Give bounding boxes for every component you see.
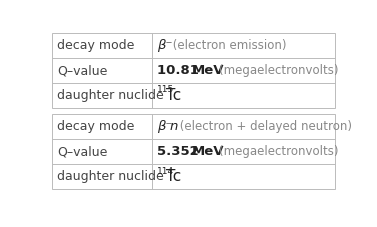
Text: n: n bbox=[169, 120, 178, 133]
Text: (electron emission): (electron emission) bbox=[169, 39, 287, 52]
Text: Q–value: Q–value bbox=[57, 145, 107, 158]
Text: Tc: Tc bbox=[166, 88, 181, 103]
Text: β⁻: β⁻ bbox=[157, 120, 173, 133]
Bar bbox=[52, 33, 335, 108]
Text: 115: 115 bbox=[157, 85, 175, 94]
Text: (electron + delayed neutron): (electron + delayed neutron) bbox=[176, 120, 352, 133]
Text: daughter nuclide: daughter nuclide bbox=[57, 89, 164, 102]
Bar bbox=[52, 114, 335, 189]
Text: Tc: Tc bbox=[166, 169, 181, 184]
Text: (megaelectronvolts): (megaelectronvolts) bbox=[219, 145, 339, 158]
Text: daughter nuclide: daughter nuclide bbox=[57, 170, 164, 183]
Text: 5.352: 5.352 bbox=[157, 145, 202, 158]
Text: decay mode: decay mode bbox=[57, 39, 134, 52]
Text: decay mode: decay mode bbox=[57, 120, 134, 133]
Text: β⁻: β⁻ bbox=[157, 39, 173, 52]
Text: 10.81: 10.81 bbox=[157, 64, 202, 77]
Text: 114: 114 bbox=[157, 167, 175, 175]
Text: MeV: MeV bbox=[192, 145, 224, 158]
Text: (megaelectronvolts): (megaelectronvolts) bbox=[219, 64, 339, 77]
Text: MeV: MeV bbox=[192, 64, 224, 77]
Text: Q–value: Q–value bbox=[57, 64, 107, 77]
